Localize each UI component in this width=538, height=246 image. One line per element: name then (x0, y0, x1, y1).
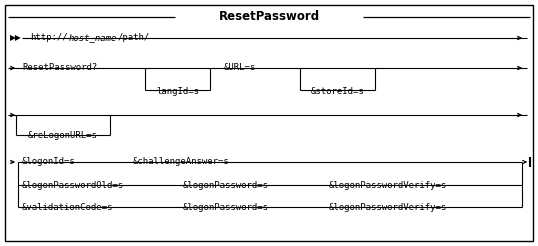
Text: &storeId=s: &storeId=s (310, 87, 364, 95)
Text: http://: http:// (30, 33, 68, 43)
Text: &URL=s: &URL=s (224, 63, 256, 73)
Text: /path/: /path/ (118, 33, 150, 43)
Text: &validationCode=s: &validationCode=s (22, 202, 114, 212)
Text: langId=s: langId=s (156, 87, 199, 95)
Text: &reLogonURL=s: &reLogonURL=s (28, 132, 98, 140)
Text: ▶▶: ▶▶ (10, 33, 22, 43)
Text: &logonPasswordOld=s: &logonPasswordOld=s (22, 181, 124, 189)
Text: &logonPassword=s: &logonPassword=s (183, 181, 269, 189)
Text: &logonPassword=s: &logonPassword=s (183, 202, 269, 212)
Text: &logonPasswordVerify=s: &logonPasswordVerify=s (329, 181, 447, 189)
Text: &challengeAnswer=s: &challengeAnswer=s (133, 157, 230, 167)
Text: ResetPassword: ResetPassword (218, 11, 320, 24)
Text: host_name: host_name (69, 33, 117, 43)
Text: ResetPassword?: ResetPassword? (22, 63, 97, 73)
Text: &logonPasswordVerify=s: &logonPasswordVerify=s (329, 202, 447, 212)
Text: &logonId=s: &logonId=s (22, 157, 76, 167)
